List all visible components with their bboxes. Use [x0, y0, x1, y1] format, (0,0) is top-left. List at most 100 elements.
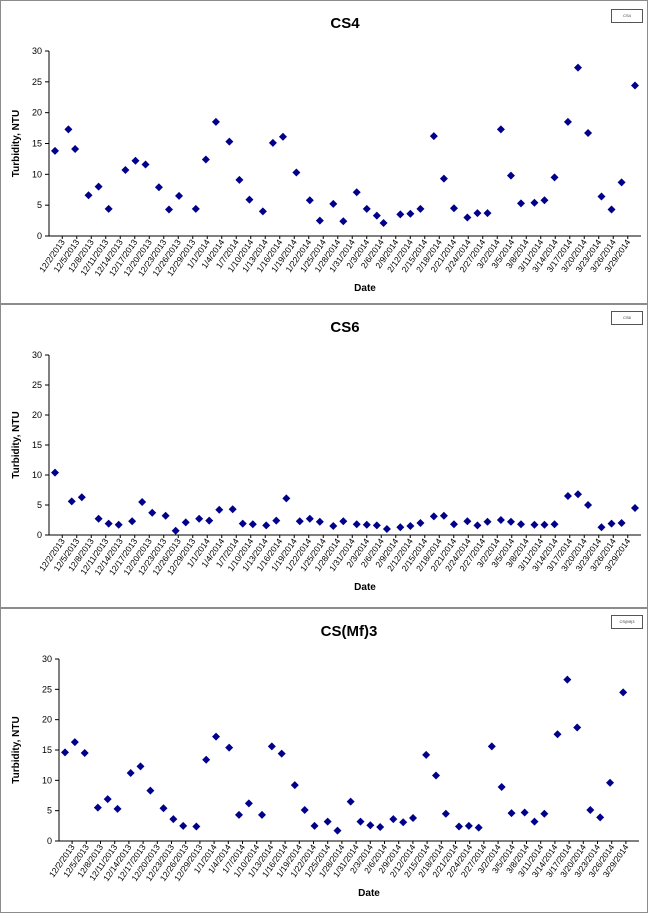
data-point — [333, 826, 342, 835]
data-point — [228, 505, 237, 514]
data-point — [553, 730, 562, 739]
data-point — [215, 505, 224, 514]
y-tick-label: 30 — [32, 46, 42, 56]
y-tick-label: 10 — [42, 775, 52, 785]
data-point — [238, 519, 247, 528]
y-tick-label: 5 — [37, 500, 42, 510]
legend-label-csmf3: CS(Mf)3 — [619, 619, 635, 624]
data-point — [94, 514, 103, 523]
data-point — [235, 810, 244, 819]
data-point — [179, 821, 188, 830]
data-point — [606, 778, 615, 787]
data-point — [267, 742, 276, 751]
chart-title: CS6 — [330, 319, 359, 336]
data-point — [346, 797, 355, 806]
data-point — [473, 521, 482, 530]
data-point — [154, 183, 163, 192]
y-tick-label: 5 — [37, 200, 42, 210]
data-point — [506, 517, 515, 526]
data-point — [463, 213, 472, 222]
data-point — [225, 137, 234, 146]
data-point — [464, 821, 473, 830]
data-point — [372, 521, 381, 530]
chart-panel-cs6: CS6 0 5 10 15 20 25 30 12/2/2013 12/5/2013 12/8/20… — [0, 304, 648, 608]
y-axis-label: Turbidity, NTU — [11, 716, 22, 783]
data-point — [305, 514, 314, 523]
y-tick-label: 15 — [32, 139, 42, 149]
data-point — [497, 783, 506, 792]
chart-panel-cs4: CS4 0 5 10 15 20 25 30 12/2/2013 12/5/2013 12/8/20… — [0, 0, 648, 304]
data-point — [329, 522, 338, 530]
data-point — [449, 520, 458, 529]
data-point — [171, 526, 180, 535]
data-point — [278, 132, 287, 141]
y-tick-label: 0 — [37, 530, 42, 540]
data-point — [64, 125, 73, 134]
data-point — [366, 821, 375, 830]
data-point — [93, 803, 102, 812]
data-point — [61, 748, 69, 757]
data-point — [211, 117, 220, 126]
data-point — [540, 520, 549, 529]
data-point — [530, 198, 539, 207]
chart-title: CS(Mf)3 — [321, 623, 378, 640]
y-tick-label: 30 — [42, 654, 52, 664]
data-point — [584, 501, 593, 509]
data-point — [113, 804, 122, 813]
data-point — [70, 738, 79, 747]
data-point — [290, 781, 299, 790]
y-tick-label: 0 — [37, 231, 42, 241]
data-point — [67, 497, 76, 506]
data-point — [262, 521, 271, 530]
data-point — [617, 178, 626, 187]
data-point — [77, 493, 86, 502]
data-point — [586, 806, 595, 815]
data-point — [496, 125, 505, 134]
chart-csmf3-svg: CS(Mf)305101520253012/2/201312/5/201312/… — [11, 623, 639, 899]
data-point — [597, 192, 606, 201]
data-point — [323, 817, 332, 826]
data-point — [244, 799, 253, 808]
data-point — [352, 520, 361, 529]
legend-cs6: CS6 — [611, 311, 643, 325]
data-point — [305, 196, 314, 205]
data-point — [169, 815, 178, 824]
y-tick-label: 20 — [42, 715, 52, 725]
data-point — [619, 688, 628, 697]
data-point — [596, 813, 605, 822]
data-point — [315, 517, 324, 526]
data-point — [272, 516, 281, 525]
data-point — [574, 490, 583, 499]
data-point — [282, 494, 291, 503]
data-point — [121, 166, 130, 175]
data-point — [248, 520, 257, 529]
data-point — [362, 204, 371, 213]
data-point — [192, 822, 201, 831]
data-point — [195, 514, 204, 523]
data-point — [372, 211, 381, 220]
data-point — [530, 817, 539, 826]
data-point — [389, 815, 398, 824]
y-tick-label: 15 — [42, 745, 52, 755]
data-point — [396, 523, 405, 532]
data-point — [138, 498, 147, 506]
data-point — [104, 204, 113, 213]
data-point — [631, 504, 639, 512]
data-point — [80, 749, 89, 758]
y-tick-label: 10 — [32, 470, 42, 480]
data-point — [146, 786, 155, 795]
data-point — [574, 63, 583, 72]
data-point — [607, 205, 616, 214]
data-point — [201, 155, 210, 164]
data-point — [441, 809, 450, 818]
data-point — [454, 822, 463, 831]
data-point — [84, 191, 93, 200]
data-point — [473, 209, 482, 218]
chart-panel-csmf3: CS(Mf)3 0 5 10 15 20 25 30 12/2/2013 12/5/2013 12/… — [0, 608, 648, 913]
data-point — [474, 823, 483, 832]
data-point — [379, 219, 388, 228]
data-point — [550, 173, 559, 182]
data-point — [257, 810, 266, 819]
data-point — [496, 516, 505, 524]
y-tick-label: 25 — [32, 77, 42, 87]
